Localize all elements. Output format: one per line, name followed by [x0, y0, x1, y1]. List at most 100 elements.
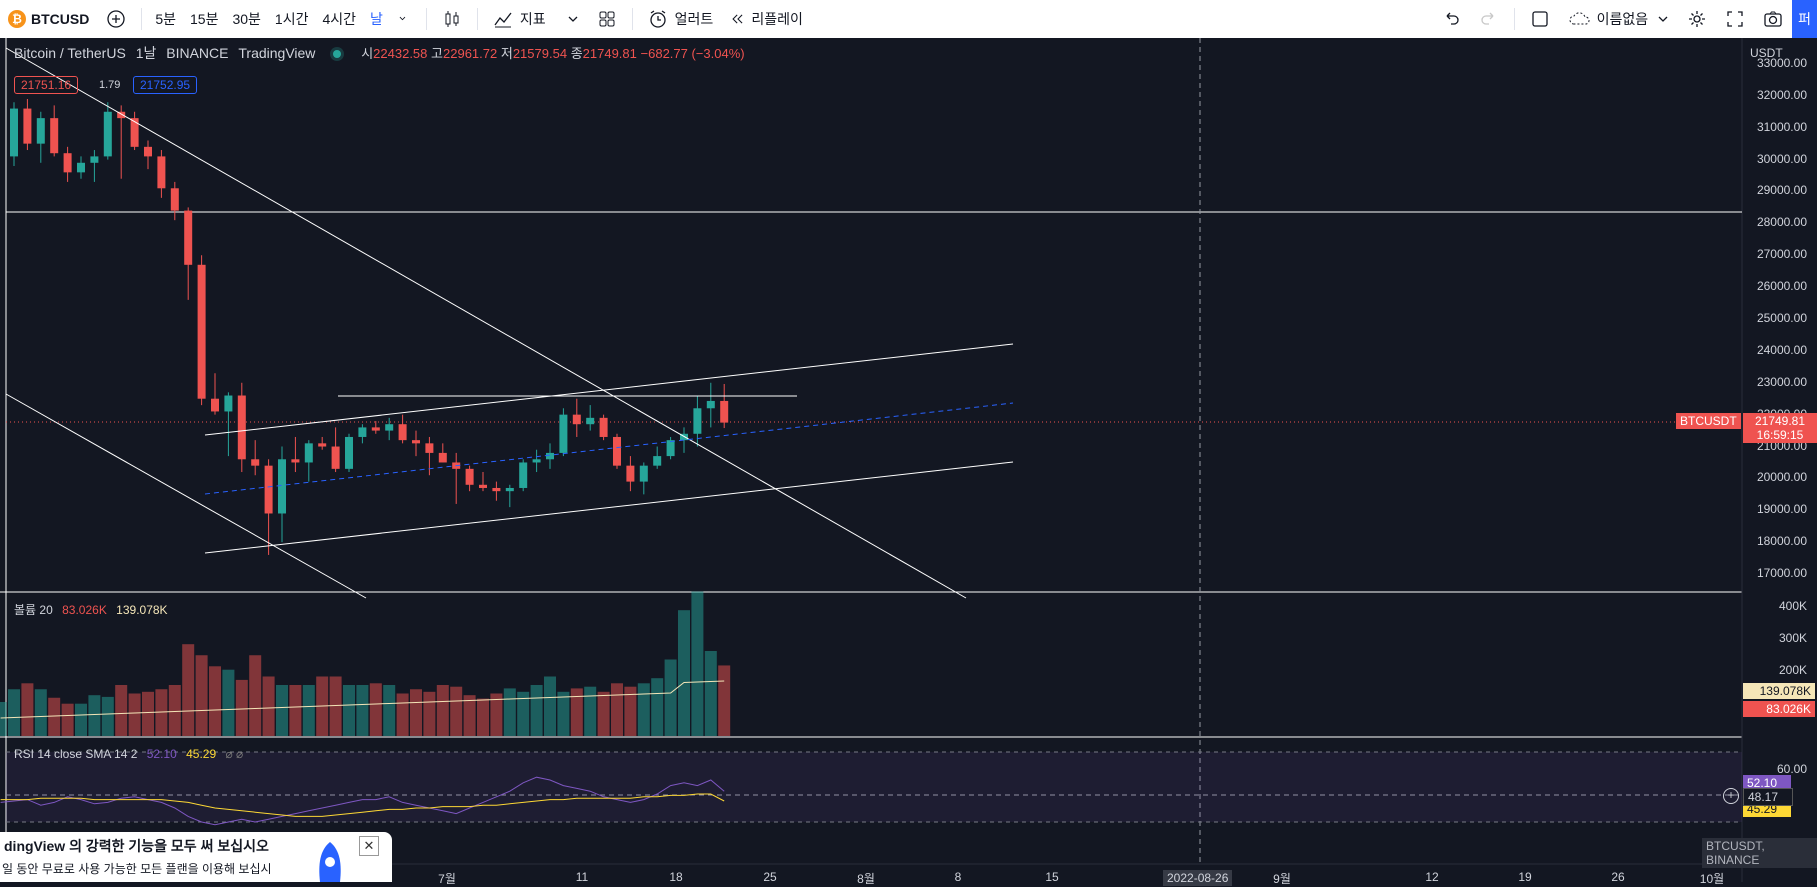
trendline-descending-lower — [5, 393, 367, 599]
interval-button[interactable]: 5분 — [155, 11, 177, 27]
publish-button[interactable]: 퍼 — [1792, 0, 1817, 38]
volume-bar — [155, 689, 168, 736]
price-tick: 23000.00 — [1756, 374, 1807, 389]
volume-bar — [289, 685, 302, 736]
chart-area[interactable]: Bitcoin / TetherUS 1날 BINANCE TradingVie… — [0, 38, 1817, 886]
volume-legend: 볼륨 20 83.026K 139.078K — [14, 601, 168, 618]
replay-button[interactable]: 리플레이 — [721, 0, 811, 38]
candle-body — [546, 452, 554, 460]
symbol-search[interactable]: ₿ BTCUSD — [0, 0, 97, 38]
volume-bar — [570, 688, 583, 736]
currency-label[interactable]: USDT — [1750, 46, 1783, 60]
candle-body — [23, 108, 32, 144]
layout-button[interactable] — [1521, 0, 1559, 38]
volume-bar — [651, 678, 664, 736]
indicators-button[interactable]: 지표 — [484, 0, 588, 38]
price-tick: 20000.00 — [1756, 470, 1807, 485]
chart-type-button[interactable] — [433, 0, 471, 38]
bitcoin-logo-icon: ₿ — [8, 10, 26, 28]
interval-button[interactable]: 30분 — [232, 11, 261, 27]
interval-dropdown[interactable] — [390, 0, 420, 38]
time-tick: 7월 — [438, 872, 456, 886]
time-tick: 9월 — [1273, 872, 1291, 886]
volume-value: 83.026K — [62, 603, 107, 617]
volume-bar — [21, 683, 34, 736]
channel-upper — [204, 343, 1014, 436]
candle-body — [599, 417, 608, 437]
snapshot-button[interactable] — [1754, 0, 1792, 38]
last-price-value: 21749.81 — [1754, 414, 1806, 428]
redo-button[interactable] — [1470, 0, 1508, 38]
chart-canvas[interactable] — [0, 38, 1817, 882]
close-prefix: 종 — [570, 46, 583, 61]
alert-button[interactable]: 얼러트 — [639, 0, 722, 38]
candle-body — [613, 436, 621, 466]
undo-icon — [1446, 12, 1459, 25]
interval-button[interactable]: 15분 — [190, 11, 219, 27]
volume-bar — [34, 689, 47, 736]
rsi-line — [0, 776, 725, 826]
plus-circle-icon[interactable]: + — [1723, 788, 1739, 804]
volume-bar — [704, 651, 717, 736]
rsi-sma-line — [0, 793, 725, 817]
volume-ma-tag: 139.078K — [1743, 683, 1815, 699]
promo-title: dingView 의 강력한 기능을 모두 써 보십시오 — [4, 838, 269, 854]
volume-bar — [383, 685, 396, 736]
interval-button[interactable]: 1시간 — [274, 11, 309, 27]
settings-button[interactable] — [1678, 0, 1716, 38]
candle-body — [318, 443, 327, 447]
last-price-tag: 21749.81 16:59:15 — [1743, 413, 1817, 443]
candle-body — [505, 487, 514, 492]
interval-button[interactable]: 날 — [370, 11, 383, 27]
volume-bar — [142, 691, 154, 736]
hide-icon[interactable]: ⌀ ⌀ — [225, 747, 244, 761]
buy-price-button[interactable]: 21752.95 — [133, 76, 198, 94]
templates-button[interactable] — [588, 0, 626, 38]
price-tick: 33000.00 — [1756, 55, 1807, 70]
candle-body — [425, 443, 434, 453]
volume-bar — [410, 689, 422, 736]
candle-body — [170, 188, 179, 211]
candle-body — [572, 414, 581, 425]
volume-bar — [75, 703, 87, 736]
volume-bar — [490, 693, 503, 736]
interval-button[interactable]: 4시간 — [322, 11, 357, 27]
fullscreen-button[interactable] — [1716, 0, 1754, 38]
price-tick: 27000.00 — [1756, 247, 1807, 262]
trendline-descending — [5, 47, 967, 599]
candle-body — [519, 462, 528, 488]
undo-button[interactable] — [1432, 0, 1470, 38]
candle-body — [197, 264, 206, 399]
add-symbol-button[interactable] — [97, 0, 135, 38]
volume-bar — [61, 703, 74, 736]
layout-name-button[interactable]: 이름없음 — [1559, 0, 1679, 38]
rsi-sma-value: 45.29 — [186, 747, 217, 761]
spread-value: 1.79 — [99, 79, 121, 91]
volume-bar — [249, 655, 262, 736]
candles-icon — [445, 11, 459, 27]
candle-body — [438, 452, 447, 463]
volume-tick: 300K — [1778, 631, 1807, 645]
promo-banner[interactable]: dingView 의 강력한 기능을 모두 써 보십시오 일 동안 무료로 사용… — [0, 832, 392, 882]
sell-price-button[interactable]: 21751.16 — [14, 76, 79, 94]
alarm-clock-icon — [650, 10, 666, 28]
candle-body — [653, 456, 662, 466]
volume-bar — [369, 683, 382, 736]
candle-body — [639, 465, 648, 482]
candle-body — [77, 162, 85, 173]
price-tick: 24000.00 — [1756, 342, 1807, 357]
chevron-down-icon — [568, 16, 578, 22]
close-icon[interactable]: ✕ — [359, 836, 379, 856]
candle-body — [358, 427, 367, 437]
candle-body — [278, 459, 286, 514]
candle-body — [224, 395, 233, 412]
promo-subtitle: 일 동안 무료로 사용 가능한 모든 플랜을 이용해 보십시 — [2, 862, 272, 876]
bar-countdown: 16:59:15 — [1756, 428, 1804, 442]
price-tick: 28000.00 — [1756, 215, 1807, 230]
chart-exchange: BINANCE — [166, 45, 229, 61]
volume-bar — [128, 693, 141, 736]
volume-ma-line — [0, 680, 725, 719]
volume-bar — [195, 655, 208, 736]
candle-body — [304, 443, 313, 463]
price-tick: 19000.00 — [1756, 502, 1807, 517]
